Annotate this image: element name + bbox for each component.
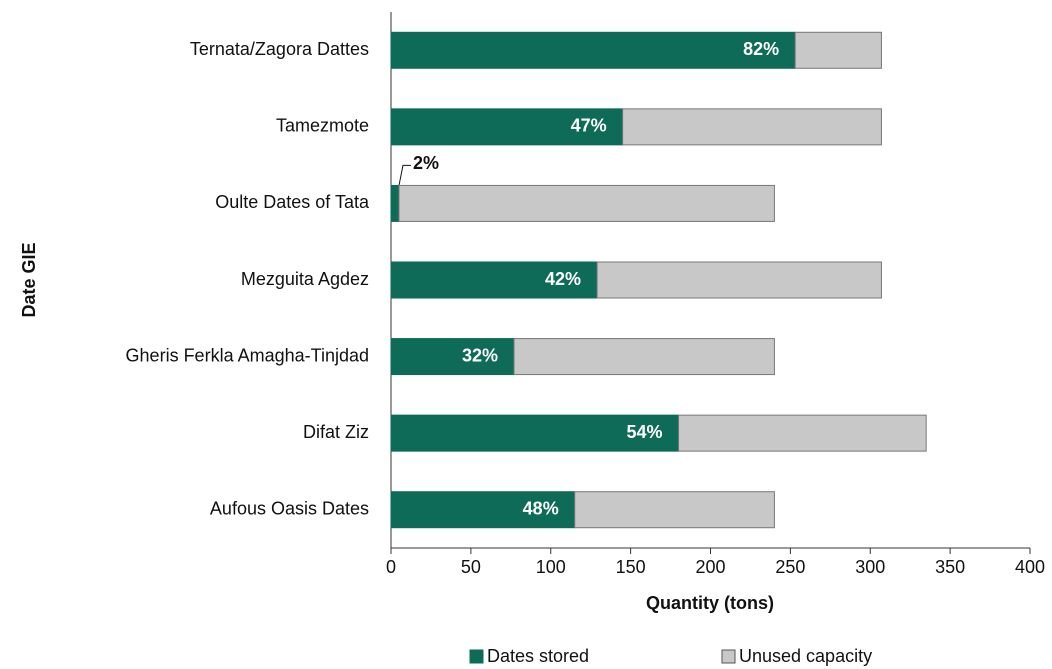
legend-swatch [469,649,484,664]
x-tick-label: 400 [1015,557,1045,577]
data-label: 42% [545,269,581,289]
data-label: 82% [743,39,779,59]
y-tick-label: Tamezmote [276,116,369,136]
y-tick-label: Aufous Oasis Dates [210,498,369,518]
legend-label: Unused capacity [739,646,872,666]
y-tick-label: Mezguita Agdez [241,269,369,289]
data-label: 54% [627,422,663,442]
bar-segment [390,261,598,299]
bar-segment [794,31,882,69]
x-tick-label: 150 [616,557,646,577]
legend-label: Dates stored [487,646,589,666]
data-label: 2% [413,153,439,173]
data-label: 48% [523,498,559,518]
y-tick-label: Difat Ziz [303,422,369,442]
y-tick-label: Oulte Dates of Tata [215,192,370,212]
bar-segment [390,184,400,222]
bar-segment [390,108,624,146]
x-tick-label: 350 [935,557,965,577]
bar-segment [622,108,882,146]
x-axis-title: Quantity (tons) [646,593,774,613]
leader-line [398,164,411,186]
bar-segment [513,338,775,376]
bar-segment [596,261,882,299]
y-axis-title: Date GIE [19,242,39,317]
bar-segment [390,414,680,452]
data-label: 47% [571,116,607,136]
x-tick-label: 200 [695,557,725,577]
bar-segment [390,491,576,529]
bar-segment [390,31,796,69]
y-tick-label: Ternata/Zagora Dattes [190,39,369,59]
bar-segment [398,184,775,222]
bar-segment [574,491,775,529]
x-tick-label: 300 [855,557,885,577]
x-tick-label: 250 [775,557,805,577]
bar-segment [678,414,927,452]
x-tick-label: 0 [386,557,396,577]
x-tick-label: 100 [536,557,566,577]
legend-swatch [721,649,736,664]
x-tick-label: 50 [461,557,481,577]
data-label: 32% [462,345,498,365]
y-tick-label: Gheris Ferkla Amagha-Tinjdad [126,345,369,365]
